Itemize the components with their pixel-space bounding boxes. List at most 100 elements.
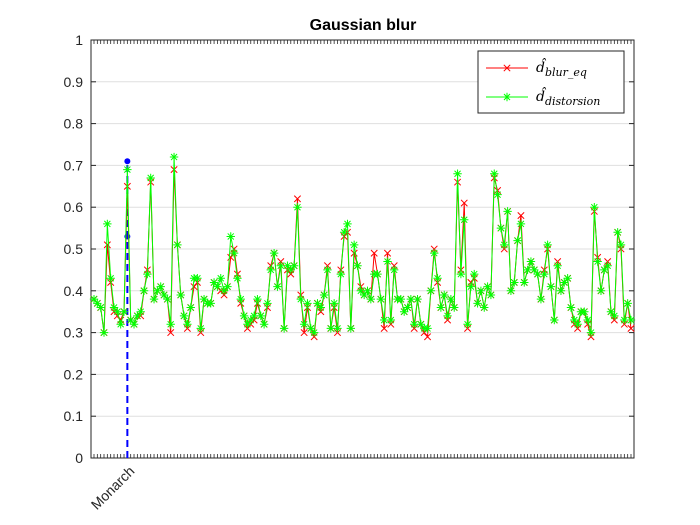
star-marker: [176, 290, 185, 300]
star-marker: [376, 294, 386, 304]
star-marker: [266, 265, 275, 275]
star-marker: [356, 286, 366, 295]
star-marker: [460, 215, 469, 224]
star-marker: [346, 324, 356, 333]
star-marker: [156, 282, 165, 291]
star-marker: [443, 311, 452, 321]
star-marker: [303, 299, 312, 308]
star-marker: [513, 236, 522, 245]
star-marker: [193, 274, 202, 283]
star-marker: [326, 324, 336, 333]
star-marker: [263, 299, 272, 308]
star-marker: [379, 315, 389, 325]
star-marker: [283, 261, 292, 270]
star-marker: [256, 311, 265, 321]
x-marker: [627, 324, 635, 332]
star-marker: [199, 294, 209, 304]
star-marker: [146, 173, 155, 183]
star-marker: [440, 290, 449, 300]
star-marker: [506, 286, 516, 295]
x-marker: [190, 283, 198, 291]
star-marker: [626, 315, 636, 325]
star-marker: [543, 240, 552, 250]
star-marker: [610, 311, 619, 321]
chart-title: Gaussian blur: [310, 17, 417, 34]
star-marker: [99, 328, 109, 337]
star-marker: [173, 240, 182, 250]
star-marker: [523, 265, 532, 275]
star-marker: [583, 315, 592, 325]
star-marker: [179, 311, 189, 321]
legend-label-subscript: distorsion: [545, 95, 600, 108]
legend-entry: d̂distorsion: [486, 86, 600, 108]
x-marker: [227, 253, 235, 261]
star-marker: [313, 299, 322, 308]
star-marker: [516, 219, 526, 229]
star-marker: [136, 307, 145, 316]
star-marker: [253, 294, 262, 304]
star-marker: [526, 257, 536, 266]
star-marker: [233, 274, 242, 283]
star-marker: [586, 328, 596, 337]
star-marker: [606, 307, 616, 316]
x-marker: [380, 324, 388, 332]
star-marker: [113, 307, 122, 316]
y-tick-label: 0.7: [64, 157, 84, 173]
star-marker: [296, 294, 305, 304]
star-marker: [129, 320, 139, 329]
star-marker: [399, 307, 409, 316]
star-marker: [593, 257, 602, 266]
star-marker: [496, 223, 506, 233]
y-tick-label: 0.4: [64, 283, 84, 299]
star-marker: [500, 240, 509, 250]
star-marker: [279, 324, 289, 333]
star-marker: [530, 265, 539, 275]
star-marker: [209, 278, 219, 287]
x-marker: [293, 195, 302, 203]
series-distorsion: [89, 152, 636, 337]
star-marker: [153, 286, 162, 295]
star-marker: [319, 290, 329, 300]
star-marker: [620, 315, 629, 325]
star-marker: [343, 219, 352, 229]
star-marker: [106, 274, 115, 283]
star-marker: [93, 299, 102, 308]
star-marker: [109, 303, 119, 312]
star-marker: [613, 228, 622, 237]
star-marker: [269, 248, 279, 258]
star-marker: [540, 269, 549, 279]
star-marker: [196, 324, 205, 333]
star-marker: [306, 324, 316, 333]
star-marker: [239, 311, 249, 321]
legend-label-main: d̂: [536, 57, 546, 76]
star-marker: [463, 320, 472, 329]
y-tick-label: 0.9: [64, 74, 84, 90]
star-marker: [183, 320, 192, 329]
marker-point: [124, 158, 131, 165]
legend-label: d̂blur_eq: [536, 57, 587, 79]
star-marker: [226, 232, 235, 241]
star-marker: [600, 265, 609, 275]
star-marker: [133, 311, 142, 321]
star-marker: [486, 290, 496, 300]
star-marker: [273, 282, 282, 291]
star-marker: [550, 315, 559, 325]
star-marker: [386, 315, 396, 325]
legend-label: d̂distorsion: [536, 86, 600, 108]
legend-label-main: d̂: [536, 86, 546, 105]
star-marker: [623, 299, 632, 308]
x-marker: [517, 212, 525, 220]
star-marker: [159, 290, 169, 300]
star-marker: [433, 274, 442, 283]
star-marker: [563, 274, 572, 283]
star-marker: [103, 219, 112, 229]
star-marker: [89, 294, 99, 304]
star-marker: [453, 169, 462, 178]
star-marker: [476, 286, 486, 295]
star-marker: [533, 269, 542, 279]
star-marker: [556, 286, 566, 295]
star-marker: [566, 303, 576, 312]
star-marker: [333, 324, 342, 333]
legend: d̂blur_eqd̂distorsion: [477, 50, 625, 114]
